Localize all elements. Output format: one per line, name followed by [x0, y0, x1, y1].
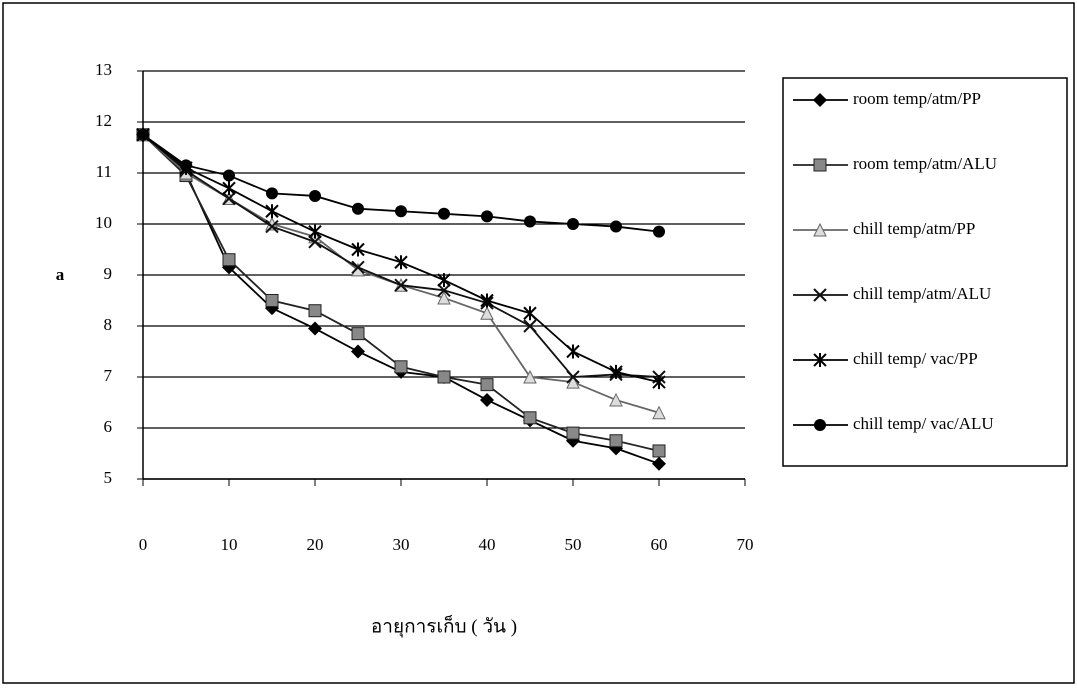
legend-label: chill temp/ vac/ALU [853, 414, 994, 433]
marker [652, 444, 666, 458]
legend-marker [814, 419, 826, 431]
marker [394, 278, 408, 292]
y-tick-label: 8 [104, 315, 113, 334]
y-tick-label: 12 [95, 111, 112, 130]
marker [610, 220, 622, 233]
marker [567, 218, 579, 230]
marker [438, 207, 450, 220]
x-tick-label: 40 [479, 535, 496, 554]
marker [652, 375, 666, 390]
x-tick-label: 50 [565, 535, 582, 554]
marker [308, 321, 322, 336]
legend-marker [813, 158, 827, 172]
marker [437, 370, 451, 384]
legend-label: chill temp/atm/ALU [853, 284, 991, 303]
marker [265, 204, 279, 219]
marker [523, 319, 537, 333]
y-tick-label: 7 [104, 366, 113, 385]
marker [265, 219, 279, 234]
marker [351, 327, 365, 341]
marker [222, 191, 236, 206]
marker [308, 224, 322, 239]
x-tick-label: 20 [307, 535, 324, 554]
x-tick-label: 0 [139, 535, 148, 554]
x-tick-label: 10 [221, 535, 238, 554]
marker [652, 456, 666, 471]
legend-label: room temp/atm/ALU [853, 154, 997, 173]
legend-box [782, 77, 1068, 467]
marker [609, 434, 623, 448]
marker [566, 370, 580, 384]
y-tick-label: 11 [96, 162, 112, 181]
marker [653, 225, 665, 238]
x-tick-label: 70 [737, 535, 754, 554]
legend-marker [813, 353, 827, 367]
marker [523, 306, 537, 321]
marker [609, 364, 623, 379]
y-tick-label: 6 [104, 417, 113, 436]
marker [437, 273, 451, 288]
marker [180, 159, 192, 172]
x-tick-label: 60 [651, 535, 668, 554]
marker [480, 378, 494, 392]
marker [652, 405, 666, 420]
marker [481, 210, 493, 223]
x-tick-label: 30 [393, 535, 410, 554]
marker [437, 283, 451, 298]
marker [566, 344, 580, 359]
marker [351, 344, 365, 359]
marker [609, 392, 623, 407]
marker [523, 369, 537, 384]
marker [394, 255, 408, 270]
legend-label: chill temp/ vac/PP [853, 349, 978, 368]
legend-label: room temp/atm/PP [853, 89, 981, 108]
legend-label: chill temp/atm/PP [853, 219, 975, 238]
marker [266, 187, 278, 200]
marker [480, 293, 494, 308]
marker [566, 426, 580, 440]
marker [223, 169, 235, 182]
marker [309, 189, 321, 202]
x-axis-label: อายุการเก็บ ( วัน ) [371, 613, 517, 638]
marker [480, 306, 494, 320]
marker [395, 205, 407, 218]
marker [352, 202, 364, 215]
marker [480, 392, 494, 407]
marker [437, 290, 451, 305]
marker [351, 260, 365, 275]
y-axis-label: a [56, 265, 65, 284]
marker [523, 411, 537, 425]
marker [308, 304, 322, 318]
legend-marker [813, 93, 827, 107]
y-tick-label: 9 [104, 264, 113, 283]
marker [566, 374, 580, 389]
marker [222, 181, 236, 196]
marker [524, 215, 536, 228]
legend-marker [813, 288, 827, 302]
marker [222, 253, 236, 267]
marker [351, 242, 365, 257]
marker [308, 235, 322, 249]
y-tick-label: 13 [95, 60, 112, 79]
marker [137, 128, 149, 141]
marker [265, 294, 279, 307]
legend-marker [813, 222, 827, 237]
y-tick-label: 10 [95, 213, 112, 232]
y-tick-label: 5 [104, 468, 113, 487]
marker [394, 360, 408, 374]
